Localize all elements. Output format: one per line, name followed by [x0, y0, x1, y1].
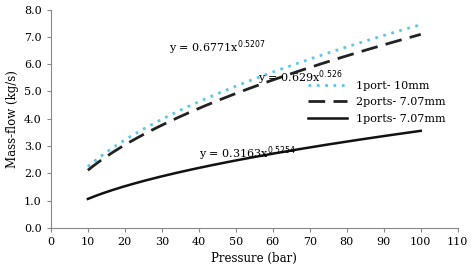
Line: 1ports- 7.07mm: 1ports- 7.07mm [88, 131, 421, 199]
2ports- 7.07mm [283, 74, 289, 77]
1port- 10mm [245, 80, 251, 83]
1ports- 7.07mm [358, 138, 364, 141]
2ports- 7.07mm [418, 33, 424, 36]
Line: 1port- 10mm: 1port- 10mm [88, 25, 421, 167]
1ports- 7.07mm [410, 130, 416, 134]
Y-axis label: Mass-flow (kg/s): Mass-flow (kg/s) [6, 70, 18, 168]
2ports- 7.07mm [410, 35, 416, 38]
2ports- 7.07mm [243, 88, 249, 91]
2ports- 7.07mm [245, 87, 251, 91]
1port- 10mm [418, 23, 424, 26]
1ports- 7.07mm [243, 157, 249, 160]
2ports- 7.07mm [85, 169, 91, 172]
Legend: 1port- 10mm, 2ports- 7.07mm, 1ports- 7.07mm: 1port- 10mm, 2ports- 7.07mm, 1ports- 7.0… [304, 76, 450, 128]
1port- 10mm [358, 41, 364, 44]
1ports- 7.07mm [245, 157, 251, 160]
Text: y = 0.629x$^{0.526}$: y = 0.629x$^{0.526}$ [258, 69, 342, 87]
1port- 10mm [243, 80, 249, 84]
1port- 10mm [283, 66, 289, 69]
1ports- 7.07mm [265, 153, 271, 156]
1ports- 7.07mm [418, 129, 424, 133]
1ports- 7.07mm [85, 197, 91, 201]
Text: y = 0.6771x$^{0.5207}$: y = 0.6771x$^{0.5207}$ [169, 38, 266, 57]
Text: y = 0.3163x$^{0.5254}$: y = 0.3163x$^{0.5254}$ [199, 144, 296, 163]
X-axis label: Pressure (bar): Pressure (bar) [211, 253, 297, 265]
1port- 10mm [410, 25, 416, 28]
1port- 10mm [265, 72, 271, 76]
1port- 10mm [85, 165, 91, 168]
1ports- 7.07mm [283, 150, 289, 153]
2ports- 7.07mm [265, 80, 271, 83]
Line: 2ports- 7.07mm: 2ports- 7.07mm [88, 34, 421, 170]
2ports- 7.07mm [358, 50, 364, 53]
